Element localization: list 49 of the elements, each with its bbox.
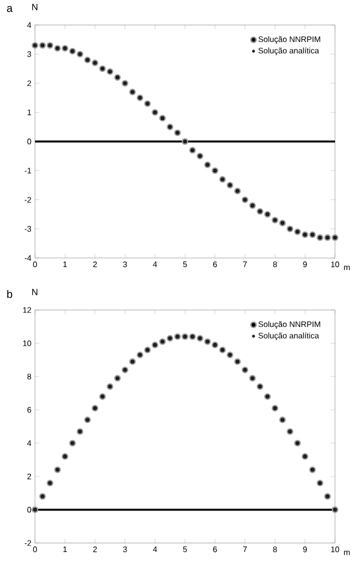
y-tick-label: 0 xyxy=(27,506,32,513)
x-tick-label: 3 xyxy=(123,546,127,552)
x-tick-label: 2 xyxy=(93,262,97,268)
y-axis-title: N xyxy=(32,288,38,296)
x-tick-label: 8 xyxy=(273,262,277,268)
y-tick-label: -3 xyxy=(24,226,32,232)
y-tick-label: -1 xyxy=(24,168,32,174)
y-tick-label: -2 xyxy=(24,196,32,203)
x-tick-label: 7 xyxy=(243,546,247,552)
x-tick-label: 3 xyxy=(123,262,127,268)
x-tick-label: 2 xyxy=(93,546,97,552)
y-tick-label: 12 xyxy=(23,307,32,313)
y-tick-label: -2 xyxy=(24,540,32,546)
x-tick-label: 10 xyxy=(331,546,340,552)
x-tick-label: 5 xyxy=(183,262,187,268)
chart-title: a xyxy=(7,6,13,12)
legend-label: Solução analítica xyxy=(258,47,320,56)
x-tick-label: 9 xyxy=(303,262,307,268)
y-tick-label: 1 xyxy=(28,110,32,116)
x-tick-label: 0 xyxy=(33,262,37,268)
y-tick-label: 6 xyxy=(27,407,32,413)
x-tick-label: 1 xyxy=(63,546,67,552)
x-tick-label: 0 xyxy=(33,546,37,552)
legend-label: Solução analítica xyxy=(258,332,320,340)
y-tick-label: 0 xyxy=(27,138,32,144)
x-axis-title: m xyxy=(344,266,350,270)
y-tick-label: 8 xyxy=(27,374,32,380)
chart-title: b xyxy=(7,290,12,298)
legend-label: Solução NNRPIM xyxy=(258,321,320,329)
x-tick-label: 4 xyxy=(152,546,157,552)
x-tick-label: 7 xyxy=(243,262,247,268)
x-tick-label: 10 xyxy=(331,262,340,268)
y-tick-label: 2 xyxy=(27,474,32,480)
x-tick-label: 6 xyxy=(213,262,217,268)
y-tick-label: 4 xyxy=(27,440,32,446)
y-axis-title: N xyxy=(32,4,38,10)
x-tick-label: 8 xyxy=(273,546,277,552)
legend-label: Solução NNRPIM xyxy=(258,36,320,44)
y-tick-label: 4 xyxy=(27,22,32,28)
x-tick-label: 4 xyxy=(152,262,157,268)
y-tick-label: 3 xyxy=(27,51,32,57)
x-tick-label: 1 xyxy=(63,262,67,268)
x-tick-label: 9 xyxy=(303,546,307,552)
y-tick-label: 2 xyxy=(27,80,32,86)
x-tick-label: 6 xyxy=(213,546,217,552)
x-tick-label: 5 xyxy=(183,546,187,552)
y-tick-label: 10 xyxy=(23,340,32,346)
x-axis-title: m xyxy=(344,550,350,555)
y-tick-label: -4 xyxy=(24,255,32,261)
